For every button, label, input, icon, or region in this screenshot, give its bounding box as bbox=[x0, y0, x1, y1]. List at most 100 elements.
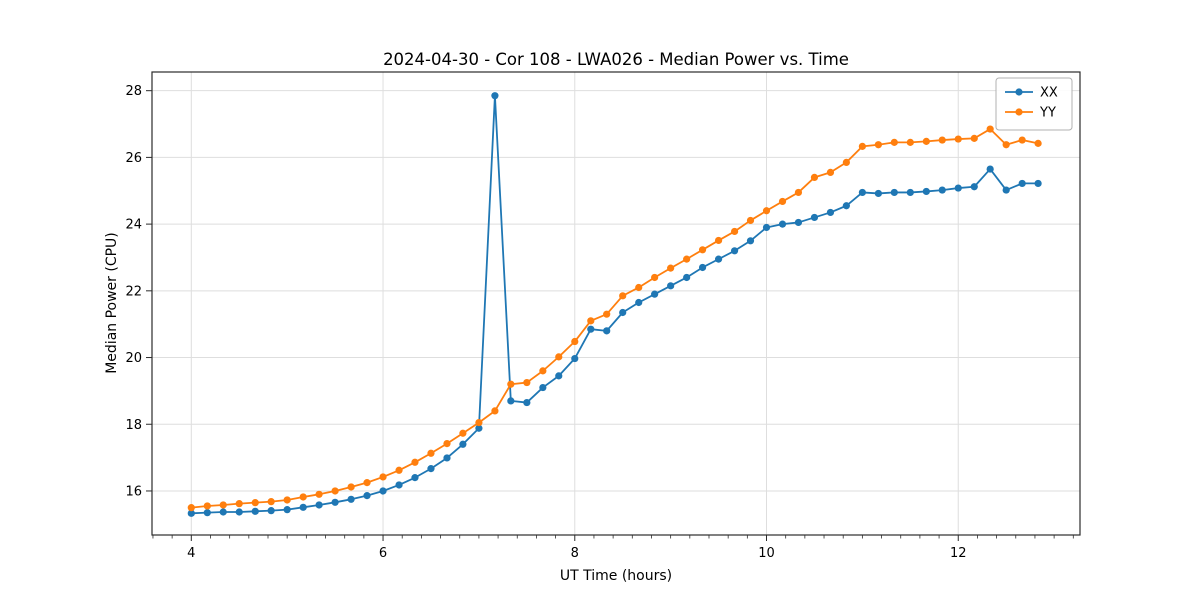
series-XX bbox=[187, 92, 1042, 517]
series-YY-marker bbox=[539, 367, 547, 375]
series-XX-marker bbox=[714, 255, 723, 263]
series-YY-marker bbox=[954, 135, 962, 143]
series-YY-marker bbox=[842, 158, 850, 166]
series-YY-marker bbox=[810, 173, 819, 182]
series-XX-marker bbox=[746, 237, 755, 245]
series-YY-marker bbox=[890, 138, 898, 146]
series-YY-marker bbox=[283, 496, 291, 504]
series-XX-marker bbox=[794, 218, 803, 227]
y-tick-label: 28 bbox=[125, 84, 142, 99]
series-XX-marker bbox=[842, 202, 850, 210]
x-minor-ticks bbox=[152, 535, 1074, 539]
series-XX-marker bbox=[443, 454, 451, 462]
legend: XX YY bbox=[995, 77, 1073, 131]
series-XX-marker bbox=[379, 487, 387, 495]
grid bbox=[152, 72, 1080, 535]
series-YY-marker bbox=[762, 207, 771, 215]
y-tick-label: 18 bbox=[125, 418, 142, 433]
series-YY-marker bbox=[427, 449, 435, 457]
series-XX-marker bbox=[858, 188, 866, 197]
series-YY-marker bbox=[922, 137, 930, 145]
y-tick-label: 22 bbox=[125, 284, 142, 299]
x-tick-label: 6 bbox=[379, 546, 387, 561]
x-tick-label: 4 bbox=[187, 546, 195, 561]
major-ticks bbox=[146, 90, 959, 541]
legend-marker-sample bbox=[1015, 108, 1023, 116]
x-axis-label: UT Time (hours) bbox=[559, 568, 673, 584]
series-YY-marker bbox=[698, 246, 707, 254]
series-XX-marker bbox=[539, 383, 547, 392]
series-XX-marker bbox=[1002, 186, 1010, 194]
legend-label: YY bbox=[1039, 106, 1056, 121]
series-XX-marker bbox=[251, 507, 259, 515]
series-YY-marker bbox=[507, 380, 515, 388]
series-XX-marker bbox=[890, 188, 898, 197]
series-YY-marker bbox=[730, 227, 739, 236]
series-YY-marker bbox=[667, 264, 675, 272]
series-YY-marker bbox=[395, 466, 403, 474]
y-tick-label: 20 bbox=[125, 351, 142, 366]
series-YY-marker bbox=[938, 136, 946, 144]
series-XX-marker bbox=[283, 506, 291, 514]
series-XX-marker bbox=[475, 424, 483, 432]
series-XX-marker bbox=[906, 188, 914, 197]
series-YY-marker bbox=[1002, 141, 1010, 149]
series-XX-marker bbox=[363, 492, 371, 500]
series-YY-marker bbox=[635, 283, 643, 292]
y-tick-label: 24 bbox=[125, 218, 142, 233]
series-XX-marker bbox=[187, 509, 195, 517]
series-XX-marker bbox=[874, 189, 882, 198]
series-XX-marker bbox=[762, 223, 771, 232]
series-YY-marker bbox=[746, 216, 755, 225]
series-YY-marker bbox=[858, 142, 866, 150]
series-YY-marker bbox=[1034, 139, 1042, 147]
series-YY-marker bbox=[459, 429, 467, 437]
series-XX-marker bbox=[698, 263, 707, 272]
series-XX-marker bbox=[730, 247, 739, 255]
chart-title: 2024-04-30 - Cor 108 - LWA026 - Median P… bbox=[383, 50, 849, 69]
series-XX-marker bbox=[810, 213, 819, 222]
series-YY-marker bbox=[219, 501, 227, 509]
series-YY-marker bbox=[299, 493, 307, 501]
series-YY-marker bbox=[491, 407, 499, 415]
series-YY-marker bbox=[347, 483, 355, 491]
y-tick-label: 26 bbox=[125, 151, 142, 166]
series-YY-marker bbox=[986, 125, 994, 133]
series-XX-marker bbox=[683, 273, 691, 282]
series-YY-marker bbox=[970, 134, 978, 142]
series-YY bbox=[187, 125, 1042, 512]
series-XX-marker bbox=[491, 92, 499, 100]
series-XX-marker bbox=[267, 507, 275, 515]
series-YY-marker bbox=[571, 337, 579, 346]
series-YY-marker bbox=[411, 458, 419, 466]
series-YY-marker bbox=[523, 378, 531, 387]
series-XX-marker bbox=[970, 183, 978, 191]
series-XX-marker bbox=[219, 508, 227, 516]
tick-labels: 4 6 8 10 12 16 18 20 22 24 26 28 bbox=[125, 84, 966, 561]
series-XX-marker bbox=[507, 397, 515, 405]
series-YY-marker bbox=[251, 499, 259, 507]
series-XX-marker bbox=[635, 298, 643, 307]
series-XX-marker bbox=[571, 354, 579, 363]
series-XX-marker bbox=[938, 186, 946, 194]
series-XX-marker bbox=[1034, 179, 1042, 188]
series-YY-marker bbox=[683, 255, 691, 263]
series-XX-marker bbox=[203, 509, 211, 517]
legend-label: XX bbox=[1040, 86, 1058, 101]
series-XX-marker bbox=[1018, 179, 1026, 188]
series-YY-marker bbox=[267, 498, 275, 506]
series-XX-marker bbox=[395, 481, 403, 489]
legend-box bbox=[995, 77, 1073, 131]
series-YY-marker bbox=[587, 317, 595, 325]
series-XX-marker bbox=[587, 325, 595, 333]
series-YY-marker bbox=[443, 440, 451, 448]
series-XX-marker bbox=[347, 495, 355, 503]
series-XX-marker bbox=[986, 165, 994, 173]
series-XX-marker bbox=[427, 465, 435, 473]
series-XX-marker bbox=[555, 372, 563, 380]
series-YY-marker bbox=[826, 168, 835, 177]
series-YY-marker bbox=[651, 273, 659, 282]
series-YY-marker bbox=[363, 479, 371, 487]
series-YY-marker bbox=[794, 188, 803, 197]
